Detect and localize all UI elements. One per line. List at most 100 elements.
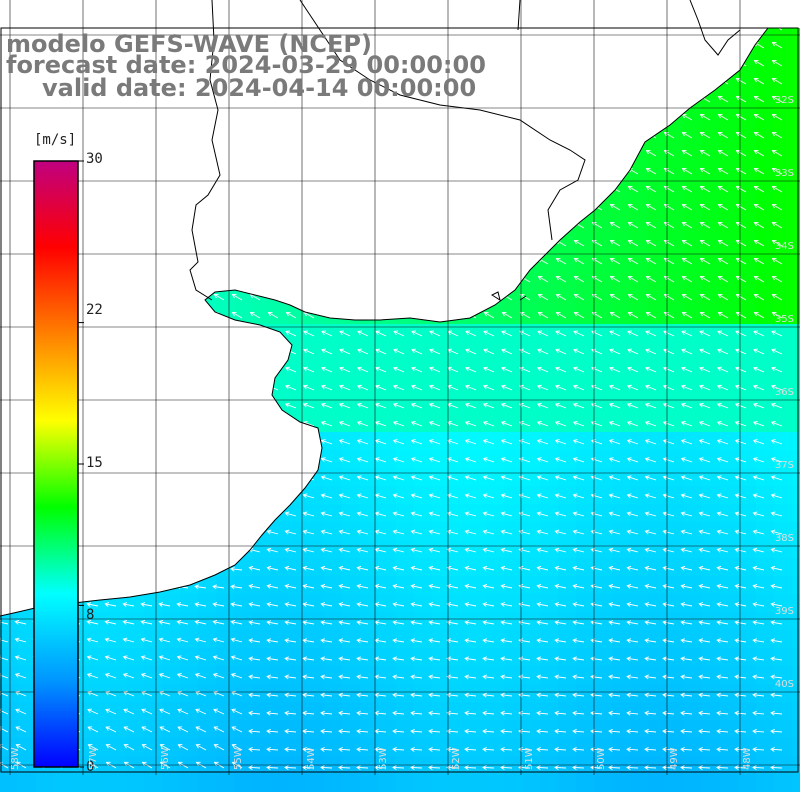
field-cell xyxy=(666,216,684,234)
field-cell xyxy=(702,630,720,648)
field-cell xyxy=(684,252,702,270)
field-cell xyxy=(504,378,522,396)
field-cell xyxy=(756,324,774,342)
field-cell xyxy=(702,576,720,594)
field-cell xyxy=(702,504,720,522)
field-cell xyxy=(702,342,720,360)
field-cell xyxy=(378,414,396,432)
field-cell xyxy=(540,432,558,450)
field-cell xyxy=(576,396,594,414)
field-cell xyxy=(684,720,702,738)
field-cell xyxy=(630,702,648,720)
field-cell xyxy=(504,324,522,342)
field-cell xyxy=(486,558,504,576)
field-cell xyxy=(396,486,414,504)
field-cell xyxy=(792,198,800,216)
field-cell xyxy=(648,342,666,360)
field-cell xyxy=(486,738,504,756)
field-cell xyxy=(630,738,648,756)
field-cell xyxy=(720,234,738,252)
field-cell xyxy=(738,144,756,162)
field-cell xyxy=(108,684,126,702)
field-cell xyxy=(306,612,324,630)
field-cell xyxy=(432,720,450,738)
field-cell xyxy=(522,432,540,450)
field-cell xyxy=(414,630,432,648)
field-cell xyxy=(774,162,792,180)
field-cell xyxy=(792,576,800,594)
field-cell xyxy=(342,504,360,522)
field-cell xyxy=(738,198,756,216)
field-cell xyxy=(288,504,306,522)
field-cell xyxy=(378,594,396,612)
field-cell xyxy=(360,594,378,612)
field-cell xyxy=(414,738,432,756)
field-cell xyxy=(468,648,486,666)
field-cell xyxy=(666,540,684,558)
field-cell xyxy=(396,594,414,612)
field-cell xyxy=(540,738,558,756)
field-cell xyxy=(252,558,270,576)
field-cell xyxy=(360,342,378,360)
field-cell xyxy=(702,684,720,702)
field-cell xyxy=(432,558,450,576)
field-cell xyxy=(450,540,468,558)
field-cell xyxy=(126,702,144,720)
field-cell xyxy=(450,576,468,594)
field-cell xyxy=(684,162,702,180)
field-cell xyxy=(612,774,630,792)
field-cell xyxy=(774,738,792,756)
field-cell xyxy=(720,540,738,558)
field-cell xyxy=(738,306,756,324)
field-cell xyxy=(756,522,774,540)
field-cell xyxy=(432,486,450,504)
field-cell xyxy=(504,666,522,684)
field-cell xyxy=(594,522,612,540)
field-cell xyxy=(684,666,702,684)
field-cell xyxy=(576,252,594,270)
field-cell xyxy=(594,684,612,702)
field-cell xyxy=(162,594,180,612)
field-cell xyxy=(342,414,360,432)
field-cell xyxy=(468,414,486,432)
field-cell xyxy=(702,360,720,378)
field-cell xyxy=(540,324,558,342)
field-cell xyxy=(432,702,450,720)
field-cell xyxy=(504,396,522,414)
field-cell xyxy=(486,630,504,648)
field-cell xyxy=(0,648,18,666)
field-cell xyxy=(774,432,792,450)
field-cell xyxy=(738,270,756,288)
field-cell xyxy=(342,720,360,738)
field-cell xyxy=(630,306,648,324)
field-cell xyxy=(720,450,738,468)
field-cell xyxy=(774,684,792,702)
field-cell xyxy=(522,702,540,720)
field-cell xyxy=(684,216,702,234)
field-cell xyxy=(18,774,36,792)
field-cell xyxy=(414,720,432,738)
field-cell xyxy=(792,738,800,756)
field-cell xyxy=(234,558,252,576)
field-cell xyxy=(144,666,162,684)
field-cell xyxy=(558,612,576,630)
latitude-label: 35S xyxy=(774,314,794,325)
field-cell xyxy=(414,342,432,360)
field-cell xyxy=(180,648,198,666)
field-cell xyxy=(774,360,792,378)
field-cell xyxy=(738,630,756,648)
field-cell xyxy=(684,396,702,414)
field-cell xyxy=(684,234,702,252)
field-cell xyxy=(756,180,774,198)
field-cell xyxy=(126,684,144,702)
longitude-label: 53W xyxy=(378,747,389,770)
field-cell xyxy=(360,450,378,468)
field-cell xyxy=(378,666,396,684)
field-cell xyxy=(522,324,540,342)
field-cell xyxy=(648,450,666,468)
field-cell xyxy=(720,216,738,234)
field-cell xyxy=(396,468,414,486)
field-cell xyxy=(648,162,666,180)
field-cell xyxy=(522,414,540,432)
